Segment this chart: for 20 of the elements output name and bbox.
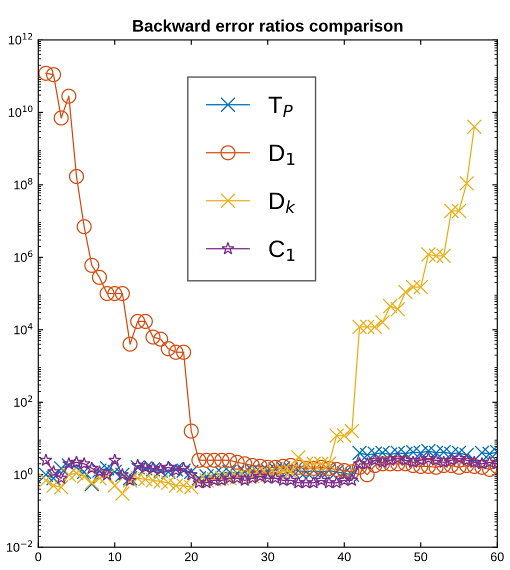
legend-label: C$_{1}$	[269, 240, 294, 261]
x-tick-label: 30	[261, 552, 274, 562]
y-tick-label: 10$^{2}$	[14, 395, 32, 407]
y-tick-label: 10$^{10}$	[8, 106, 32, 117]
x-tick-label: 40	[338, 552, 351, 562]
chart-title: Backward error ratios comparison	[133, 19, 402, 36]
y-tick-label: 10$^{0}$	[14, 468, 32, 480]
y-tick-label: 10$^{8}$	[14, 178, 32, 190]
legend-label: D$_{k}$	[270, 192, 296, 213]
legend-label: T$_{P}$	[268, 96, 293, 117]
y-tick-label: 10$^{12}$	[8, 33, 32, 44]
x-tick-label: 0	[35, 552, 42, 562]
y-tick-label: 10$^{4}$	[14, 323, 32, 334]
x-tick-label: 50	[414, 552, 428, 562]
y-tick-label: 10$^{−2}$	[6, 540, 32, 552]
x-tick-label: 60	[490, 552, 504, 562]
legend-label: D$_{1}$	[270, 144, 294, 165]
x-tick-label: 10	[108, 552, 122, 562]
y-tick-label: 10$^{6}$	[14, 250, 32, 262]
x-tick-label: 20	[184, 552, 198, 562]
